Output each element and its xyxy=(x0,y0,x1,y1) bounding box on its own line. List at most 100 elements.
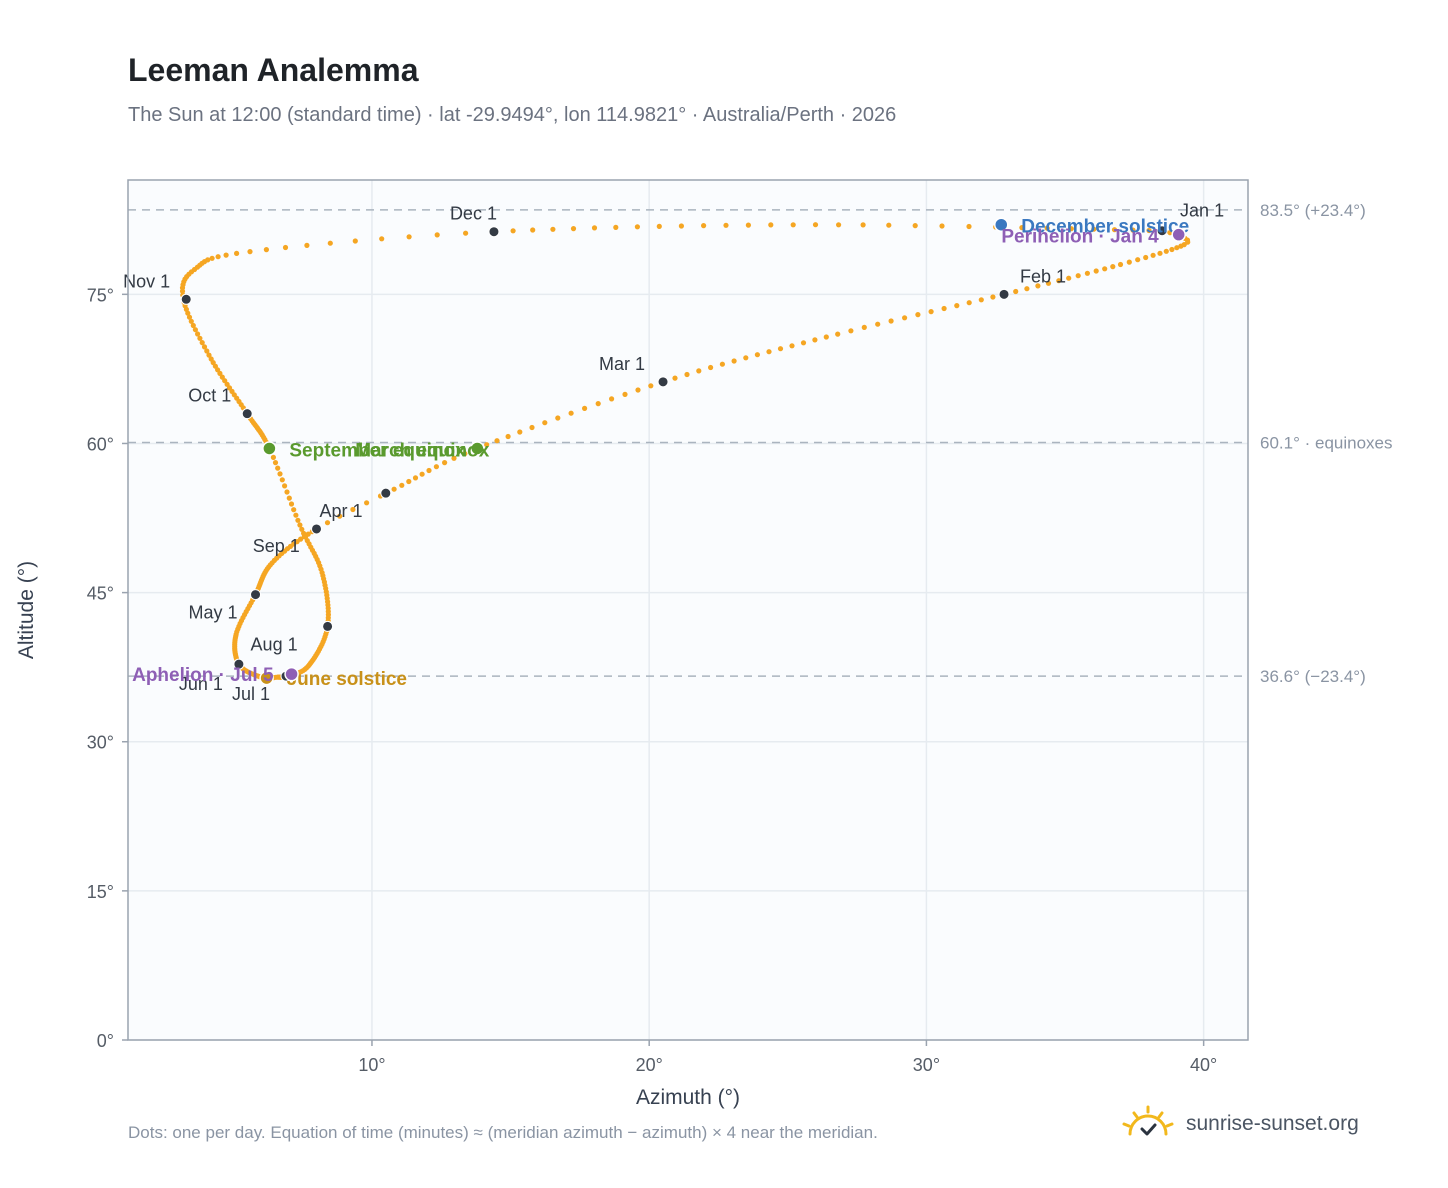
day-point xyxy=(812,337,818,343)
day-point xyxy=(1024,286,1030,292)
day-point xyxy=(902,315,908,321)
month-marker xyxy=(322,620,334,632)
day-point xyxy=(399,482,405,488)
day-point xyxy=(463,230,469,236)
day-point xyxy=(462,451,468,457)
event-marker xyxy=(262,441,277,456)
day-point xyxy=(966,223,972,230)
sun-logo-icon xyxy=(1122,1105,1174,1136)
day-point xyxy=(684,371,690,378)
day-point xyxy=(208,356,214,362)
x-tick-label: 10° xyxy=(358,1055,385,1075)
day-point xyxy=(990,294,996,300)
day-point xyxy=(790,222,796,228)
day-point xyxy=(324,520,331,526)
month-marker xyxy=(998,288,1010,300)
day-point xyxy=(1135,257,1141,263)
day-point xyxy=(1102,266,1108,272)
day-point xyxy=(570,226,577,232)
x-tick-label: 30° xyxy=(913,1055,940,1075)
day-point xyxy=(1091,226,1097,232)
month-label: Sep 1 xyxy=(253,536,300,556)
event-label: December solstice xyxy=(1021,217,1189,238)
month-marker xyxy=(180,293,192,305)
day-point xyxy=(1174,245,1180,251)
day-point xyxy=(1044,225,1050,231)
chart-title: Leeman Analemma xyxy=(128,52,419,88)
event-label: Perihelion · Jan 4 xyxy=(1001,227,1159,248)
day-point xyxy=(609,396,615,402)
day-point xyxy=(277,471,283,477)
day-point xyxy=(1068,226,1074,232)
day-point xyxy=(284,489,290,495)
day-point xyxy=(304,242,310,248)
day-point xyxy=(939,223,945,229)
event-marker xyxy=(470,441,485,456)
day-point xyxy=(1146,227,1152,234)
day-point xyxy=(1075,273,1081,279)
brand-name: sunrise-sunset.org xyxy=(1186,1112,1359,1135)
day-point xyxy=(286,495,292,501)
day-point xyxy=(223,252,229,258)
day-point xyxy=(484,442,490,448)
month-marker xyxy=(1156,225,1168,237)
x-tick-label: 20° xyxy=(636,1055,663,1075)
month-markers: Jan 1 Feb 1 Mar 1 Apr 1 May 1 Jun 1 Jul 1 Aug 1… xyxy=(123,201,1224,704)
day-point xyxy=(186,314,193,320)
plot-area xyxy=(128,180,1248,1040)
day-point xyxy=(529,424,535,431)
brand[interactable]: sunrise-sunset.org xyxy=(1120,1102,1359,1146)
month-marker xyxy=(380,487,392,499)
day-point xyxy=(622,391,628,397)
day-point xyxy=(299,526,305,532)
day-point xyxy=(270,454,276,460)
month-label: Jul 1 xyxy=(232,684,270,704)
day-point xyxy=(205,257,211,263)
day-point xyxy=(406,234,412,240)
month-marker xyxy=(657,376,669,388)
day-point xyxy=(542,420,548,426)
month-label: Oct 1 xyxy=(188,386,231,406)
day-point xyxy=(301,530,307,536)
day-point xyxy=(1056,278,1062,284)
month-label: Aug 1 xyxy=(251,634,298,654)
month-label: Mar 1 xyxy=(599,354,645,374)
day-point xyxy=(1178,243,1184,249)
day-point xyxy=(1035,283,1041,289)
day-point xyxy=(199,340,205,346)
day-point xyxy=(591,225,598,231)
day-point xyxy=(966,300,972,306)
day-point xyxy=(434,232,440,238)
day-point xyxy=(875,321,881,327)
day-point xyxy=(766,349,772,355)
day-point xyxy=(648,383,654,389)
day-point xyxy=(696,368,702,374)
day-point xyxy=(337,513,343,519)
footnote: Dots: one per day. Equation of time (min… xyxy=(128,1123,878,1142)
day-point xyxy=(1143,254,1149,261)
day-point xyxy=(595,401,601,407)
month-marker xyxy=(488,226,500,238)
day-point xyxy=(1019,225,1025,231)
day-point xyxy=(708,364,714,371)
day-point xyxy=(209,255,215,261)
day-point xyxy=(517,429,523,435)
y-tick-label: 45° xyxy=(87,584,114,604)
axes: 10° 20° 30° 40° 0° 15° 30° 45° 60° 75° xyxy=(87,285,1217,1075)
day-point xyxy=(701,223,707,229)
day-point xyxy=(789,343,795,349)
day-point xyxy=(451,455,457,461)
grid-lines xyxy=(128,180,1248,1041)
day-point xyxy=(888,318,894,324)
month-label: Feb 1 xyxy=(1020,266,1066,286)
event-label: September equinox xyxy=(289,440,466,461)
day-point xyxy=(510,228,516,234)
reference-line-label: 83.5° (+23.4°) xyxy=(1260,201,1366,220)
month-marker xyxy=(250,589,262,601)
day-point xyxy=(379,236,385,242)
chart-subtitle: The Sun at 12:00 (standard time) · lat -… xyxy=(128,104,897,126)
reference-line-label: 60.1° · equinoxes xyxy=(1260,433,1393,452)
day-point xyxy=(406,478,412,485)
day-point xyxy=(745,222,752,228)
